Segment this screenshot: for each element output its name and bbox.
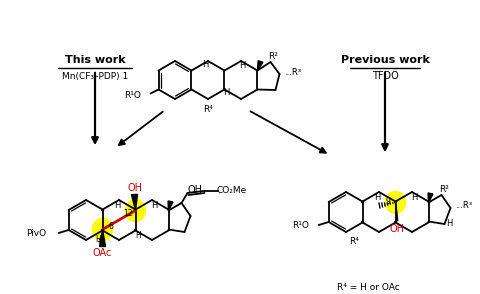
Text: PivO: PivO [26,228,47,238]
Text: H: H [446,220,453,228]
Text: H: H [239,61,245,69]
Ellipse shape [125,200,145,221]
Text: OH: OH [188,185,203,195]
Text: 6: 6 [108,222,113,231]
Text: H: H [96,235,101,245]
Text: OH: OH [390,223,405,233]
Text: R⁴: R⁴ [349,238,359,246]
Text: R⁴ = H or OAc: R⁴ = H or OAc [336,283,399,293]
Text: H: H [223,88,229,97]
Polygon shape [132,194,137,211]
Ellipse shape [93,218,112,240]
Text: H: H [374,193,380,201]
Polygon shape [168,201,173,211]
Text: R²: R² [440,185,449,193]
Text: ...R³: ...R³ [456,201,473,211]
Text: Mn(CF₃–PDP) 1: Mn(CF₃–PDP) 1 [62,71,128,81]
Text: OAc: OAc [93,248,112,258]
Text: OH: OH [127,183,142,193]
Text: This work: This work [65,55,125,65]
Text: H: H [411,193,417,201]
Text: TFDO: TFDO [372,71,398,81]
Text: 9: 9 [385,197,390,206]
Polygon shape [257,61,263,71]
Text: H: H [151,201,157,210]
Text: R¹O: R¹O [124,91,141,100]
Text: H: H [202,59,208,69]
Text: ...R³: ...R³ [285,68,301,76]
Text: 12: 12 [123,209,132,218]
Ellipse shape [385,191,406,213]
Text: R²: R² [269,51,278,61]
Polygon shape [428,193,433,203]
Text: R¹O: R¹O [292,220,309,230]
Polygon shape [99,230,106,246]
Text: H: H [114,201,120,210]
Text: H: H [135,230,141,240]
Text: CO₂Me: CO₂Me [216,186,247,195]
Text: R⁴: R⁴ [203,104,213,113]
Text: Previous work: Previous work [341,55,430,65]
